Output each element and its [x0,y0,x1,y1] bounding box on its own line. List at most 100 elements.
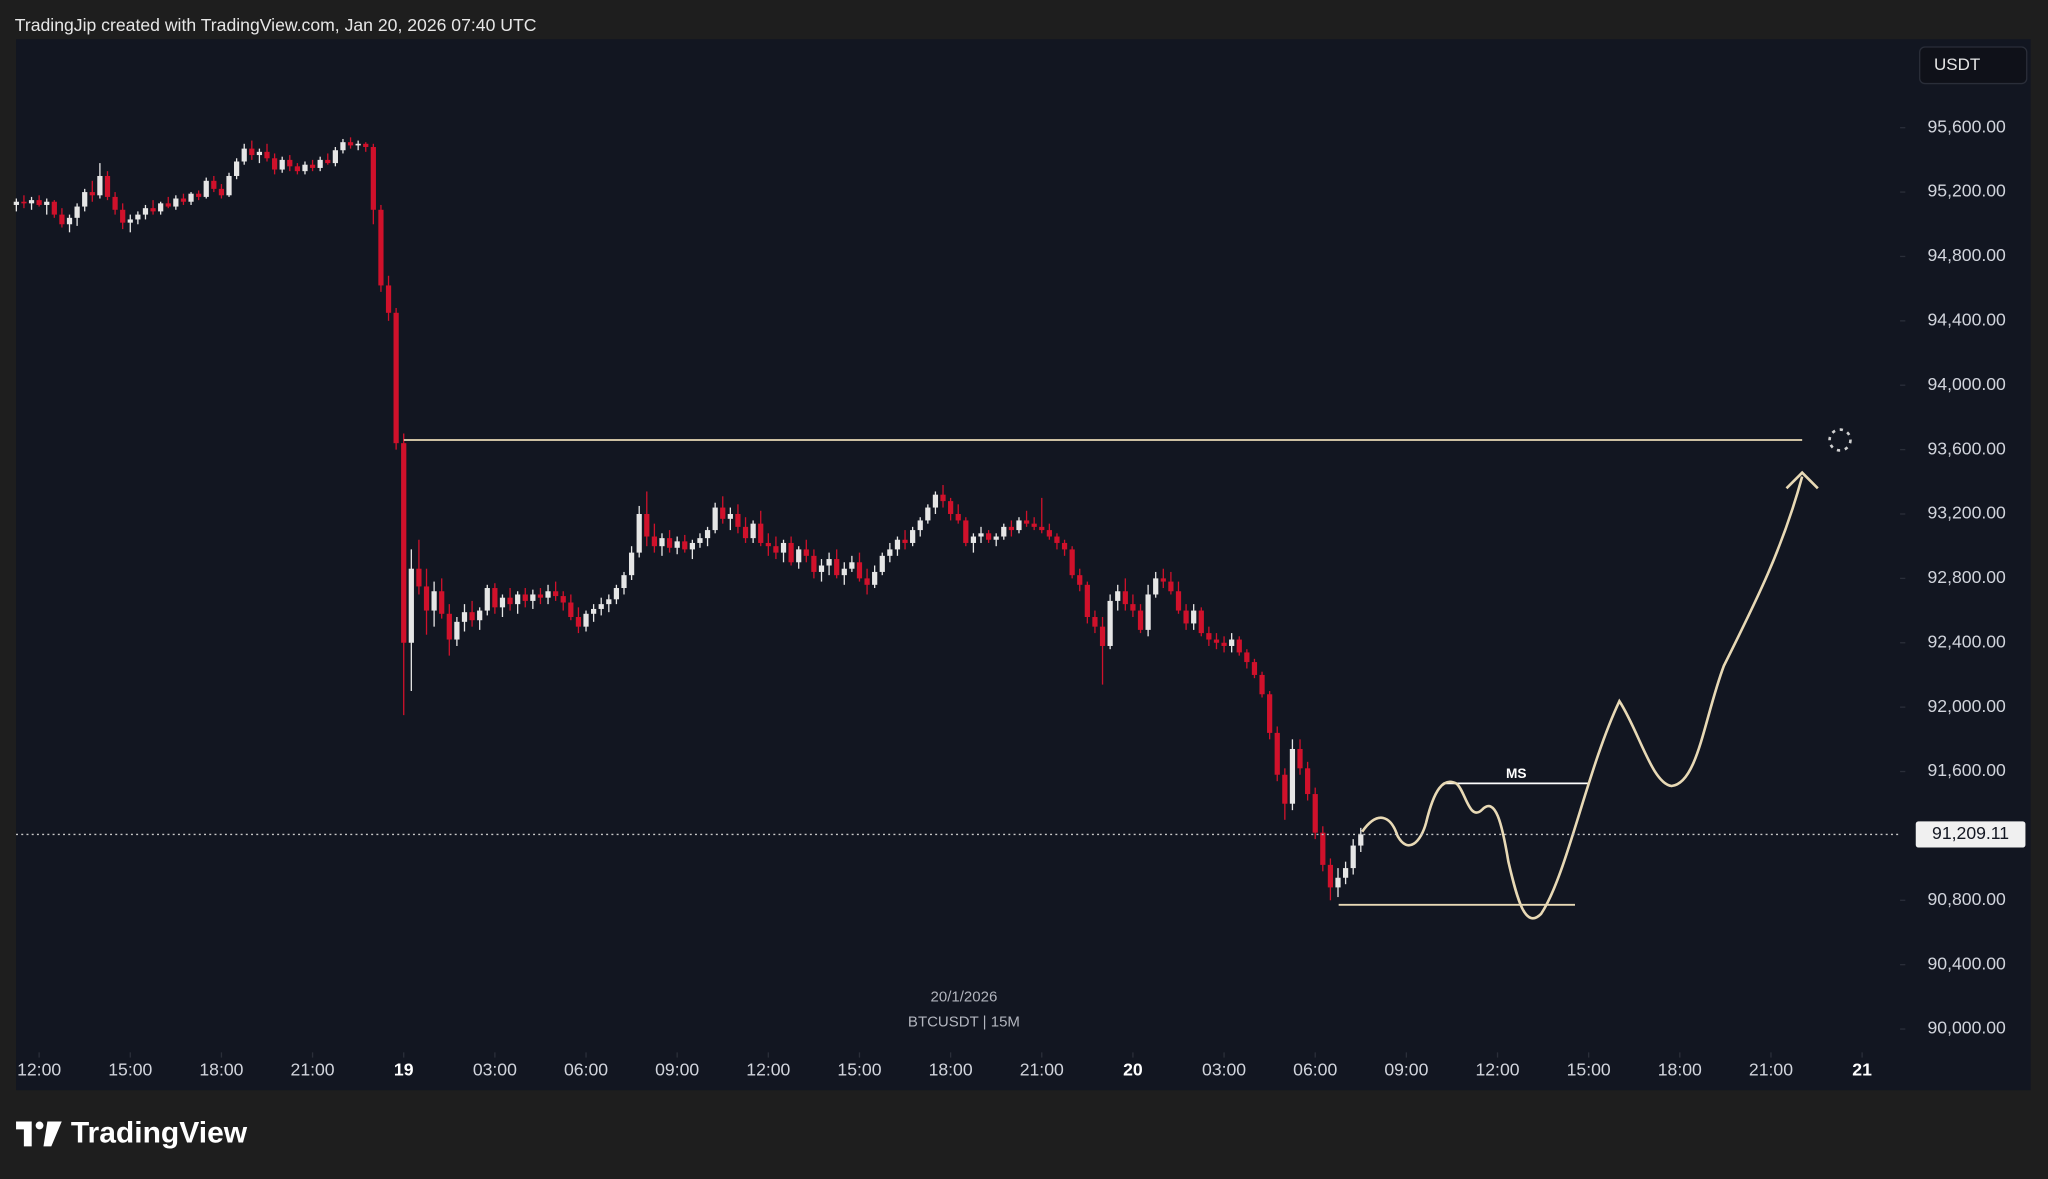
currency-button[interactable] [1919,46,2028,85]
x-tick-label: 18:00 [1658,1059,1702,1079]
candle-body [955,513,961,521]
x-tick-label: 09:00 [1384,1059,1428,1079]
candle-body [644,513,650,537]
candle-body [287,159,293,167]
candle-body [370,147,376,210]
projection-path [1361,476,1804,920]
candle-body [963,520,969,543]
candle-body [363,143,369,148]
candle-body [1274,732,1280,775]
candle-body [750,523,756,539]
candle-body [416,568,422,587]
candle-body [659,538,665,547]
candle-body [545,591,551,598]
candle-body [173,198,179,207]
candle-body [211,180,217,189]
x-tick-label: 19 [394,1059,414,1079]
x-tick-label: 21 [1852,1059,1872,1079]
candle-body [150,208,156,212]
candle-body [697,538,703,543]
y-tick-label: 90,000.00 [1928,1018,2007,1038]
logo-text: TradingView [71,1117,248,1150]
candle-body [302,164,308,172]
candle-body [142,208,149,215]
candle-body [1213,639,1220,643]
candle-body [180,198,187,202]
candle-body [82,192,88,207]
currency-label: USDT [1934,55,1980,74]
candle-body [89,192,95,196]
candle-body [902,539,908,543]
candle-body [1069,549,1075,576]
candle-body [811,555,817,572]
y-tick-label: 93,600.00 [1928,438,2007,458]
candle-body [1016,520,1022,531]
candle-body [628,552,635,576]
y-tick-label: 95,600.00 [1928,116,2007,136]
candle-body [234,161,240,176]
header: TradingJip created with TradingView.com,… [15,15,537,35]
candle-body [1221,642,1227,646]
candle-body [864,578,870,585]
candle-body [1046,530,1052,537]
candle-body [849,562,855,569]
candle-body [1023,520,1030,524]
candle-body [712,507,718,531]
candle-body [431,591,437,611]
x-tick-label: 15:00 [837,1059,881,1079]
candle-body [1229,639,1235,646]
candle-body [887,549,893,556]
candle-body [1092,617,1098,627]
candle-body [826,559,832,566]
candle-body [1191,610,1197,624]
y-tick-label: 92,800.00 [1928,567,2007,587]
candle-body [1327,864,1334,888]
candle-body [758,523,764,543]
candle-body [803,549,809,556]
candle-body [1054,536,1060,543]
candle-body [461,612,468,622]
candle-body [317,159,323,168]
candle-body [613,588,620,600]
candle-body [636,513,642,553]
candle-body [439,591,445,614]
candle-body [507,597,513,605]
candle-body [196,193,202,197]
y-tick-label: 90,400.00 [1928,953,2007,973]
candle-body [1350,845,1356,869]
y-tick-label: 93,200.00 [1928,503,2007,523]
candle-body [492,588,498,608]
candle-body [1160,578,1166,582]
candle-body [1115,591,1121,601]
candle-body [484,588,490,611]
candle-body [44,201,50,205]
candle-body [674,541,680,548]
candle-body [940,494,946,502]
candle-body [621,575,627,589]
logo-icon [16,1121,32,1147]
candle-body [226,175,232,196]
candle-body [818,565,825,572]
candle-body [1145,594,1151,630]
candle-body [978,533,984,537]
candle-body [560,596,566,603]
candle-body [925,507,931,521]
candle-body [735,513,741,527]
candle-body [21,201,27,204]
price-overlay: 91,209.11 [16,821,2026,848]
candle-body [340,142,346,151]
x-tick-label: 12:00 [17,1059,61,1079]
candle-body [651,536,657,547]
candle-body [241,148,247,162]
x-tick-label: 03:00 [473,1059,517,1079]
x-tick-label: 12:00 [746,1059,790,1079]
candle-body [1099,626,1106,646]
candle-body [522,594,528,601]
candle-body [515,594,521,605]
candle-body [51,201,57,215]
date-label: 20/1/2026 [931,988,998,1005]
y-tick-label: 90,800.00 [1928,889,2007,909]
candle-body [537,594,544,598]
candle-body [932,494,939,508]
